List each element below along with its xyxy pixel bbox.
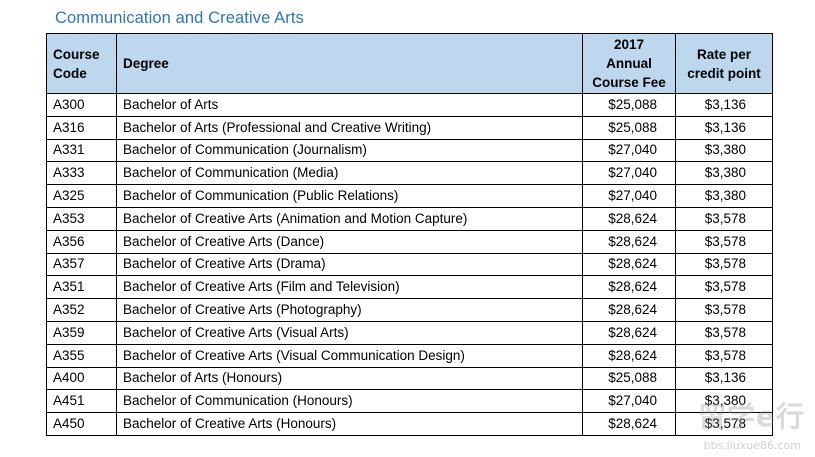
header-degree-label: Degree <box>123 56 169 71</box>
table-row: A300 Bachelor of Arts $25,088 $3,136 <box>46 93 773 117</box>
annual-fee-cell: $28,624 <box>582 275 676 300</box>
annual-fee-cell: $28,624 <box>582 343 676 368</box>
course-code-cell: A450 <box>46 412 117 436</box>
annual-fee-cell: $28,624 <box>582 298 676 322</box>
course-code-cell: A359 <box>46 320 117 345</box>
rate-cell: $3,578 <box>675 320 773 345</box>
fee-table-header: Course Code Degree 2017 Annual Course Fe… <box>46 33 773 94</box>
header-fee-line2: Annual <box>606 56 652 71</box>
degree-cell: Bachelor of Creative Arts (Dance) <box>116 229 583 254</box>
course-code-cell: A356 <box>46 229 117 254</box>
degree-cell: Bachelor of Creative Arts (Visual Arts) <box>116 320 583 345</box>
table-row: A451 Bachelor of Communication (Honours) $… <box>46 389 773 414</box>
course-code-cell: A331 <box>46 138 117 163</box>
rate-cell: $3,136 <box>675 366 773 391</box>
degree-cell: Bachelor of Arts <box>116 93 583 117</box>
rate-cell: $3,578 <box>675 412 773 436</box>
annual-fee-cell: $28,624 <box>582 320 676 345</box>
annual-fee-cell: $25,088 <box>582 93 676 117</box>
table-row: A356 Bachelor of Creative Arts (Dance) $28… <box>46 229 773 254</box>
rate-cell: $3,578 <box>675 343 773 368</box>
table-row: A316 Bachelor of Arts (Professional and C… <box>46 115 773 140</box>
rate-cell: $3,136 <box>675 93 773 117</box>
rate-cell: $3,380 <box>675 389 773 414</box>
degree-cell: Bachelor of Creative Arts (Film and Tele… <box>116 275 583 300</box>
degree-cell: Bachelor of Arts (Honours) <box>116 366 583 391</box>
table-row: A325 Bachelor of Communication (Public Re… <box>46 184 773 208</box>
course-code-cell: A351 <box>46 275 117 300</box>
degree-cell: Bachelor of Creative Arts (Visual Commun… <box>116 343 583 368</box>
section-title: Communication and Creative Arts <box>55 9 304 27</box>
degree-cell: Bachelor of Creative Arts (Drama) <box>116 252 583 277</box>
annual-fee-cell: $25,088 <box>582 366 676 391</box>
annual-fee-cell: $28,624 <box>582 412 676 436</box>
degree-cell: Bachelor of Creative Arts (Photography) <box>116 298 583 322</box>
fee-table: Course Code Degree 2017 Annual Course Fe… <box>46 33 773 436</box>
rate-cell: $3,578 <box>675 229 773 254</box>
table-row: A331 Bachelor of Communication (Journalis… <box>46 138 773 163</box>
watermark-url: bbs.liuxue86.com <box>703 439 801 452</box>
course-code-cell: A451 <box>46 389 117 414</box>
table-row: A333 Bachelor of Communication (Media) $27… <box>46 161 773 186</box>
rate-cell: $3,380 <box>675 161 773 186</box>
header-annual-fee: 2017 Annual Course Fee <box>582 33 676 94</box>
annual-fee-cell: $25,088 <box>582 115 676 140</box>
course-code-cell: A353 <box>46 206 117 231</box>
course-code-cell: A300 <box>46 93 117 117</box>
table-row: A351 Bachelor of Creative Arts (Film and … <box>46 275 773 300</box>
rate-cell: $3,136 <box>675 115 773 140</box>
table-row: A357 Bachelor of Creative Arts (Drama) $28… <box>46 252 773 277</box>
rate-cell: $3,578 <box>675 206 773 231</box>
course-code-cell: A325 <box>46 184 117 208</box>
header-row: Course Code Degree 2017 Annual Course Fe… <box>46 33 773 94</box>
table-row: A355 Bachelor of Creative Arts (Visual Co… <box>46 343 773 368</box>
annual-fee-cell: $27,040 <box>582 138 676 163</box>
degree-cell: Bachelor of Communication (Honours) <box>116 389 583 414</box>
header-rate-line1: Rate per <box>696 46 752 62</box>
course-code-cell: A357 <box>46 252 117 277</box>
annual-fee-cell: $28,624 <box>582 252 676 277</box>
table-row: A359 Bachelor of Creative Arts (Visual Ar… <box>46 320 773 345</box>
table-row: A450 Bachelor of Creative Arts (Honours) $… <box>46 412 773 436</box>
degree-cell: Bachelor of Communication (Media) <box>116 161 583 186</box>
rate-cell: $3,578 <box>675 298 773 322</box>
degree-cell: Bachelor of Communication (Public Relati… <box>116 184 583 208</box>
rate-cell: $3,578 <box>675 275 773 300</box>
rate-cell: $3,380 <box>675 184 773 208</box>
header-fee-line1: 2017 <box>613 37 645 52</box>
degree-cell: Bachelor of Creative Arts (Animation and… <box>116 206 583 231</box>
annual-fee-cell: $27,040 <box>582 389 676 414</box>
degree-cell: Bachelor of Arts (Professional and Creat… <box>116 115 583 140</box>
annual-fee-cell: $27,040 <box>582 161 676 186</box>
header-rate-line2: credit point <box>687 65 761 81</box>
course-code-cell: A316 <box>46 115 117 140</box>
header-course-code: Course Code <box>46 33 117 94</box>
header-code-line2: Code <box>53 65 87 81</box>
rate-cell: $3,578 <box>675 252 773 277</box>
annual-fee-cell: $27,040 <box>582 184 676 208</box>
course-code-cell: A333 <box>46 161 117 186</box>
table-row: A400 Bachelor of Arts (Honours) $25,088 $3,… <box>46 366 773 391</box>
table-row: A353 Bachelor of Creative Arts (Animation… <box>46 206 773 231</box>
annual-fee-cell: $28,624 <box>582 229 676 254</box>
header-degree: Degree <box>116 33 583 94</box>
header-rate: Rate per credit point <box>675 33 773 94</box>
degree-cell: Bachelor of Communication (Journalism) <box>116 138 583 163</box>
course-code-cell: A352 <box>46 298 117 322</box>
rate-cell: $3,380 <box>675 138 773 163</box>
header-code-line1: Course <box>53 46 100 62</box>
annual-fee-cell: $28,624 <box>582 206 676 231</box>
degree-cell: Bachelor of Creative Arts (Honours) <box>116 412 583 436</box>
course-code-cell: A355 <box>46 343 117 368</box>
header-fee-line3: Course Fee <box>592 75 666 90</box>
fee-table-body: A300 Bachelor of Arts $25,088 $3,136 A316 Bac… <box>46 93 773 436</box>
course-code-cell: A400 <box>46 366 117 391</box>
table-row: A352 Bachelor of Creative Arts (Photograp… <box>46 298 773 322</box>
